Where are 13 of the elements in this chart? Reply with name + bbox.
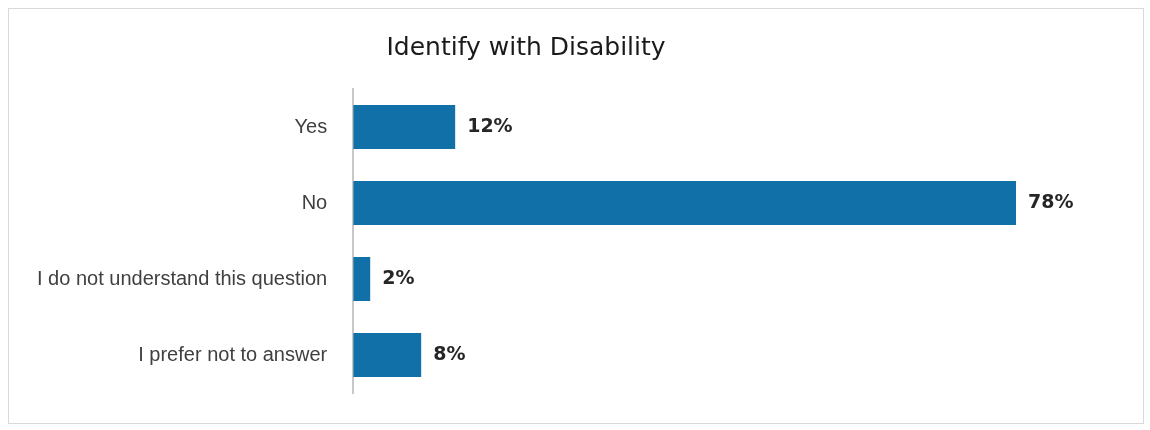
y-tick-label: No (301, 190, 328, 213)
bar (353, 180, 1017, 226)
data-label: 78% (1028, 189, 1074, 212)
data-label: 8% (433, 341, 466, 364)
y-tick-label: I do not understand this question (36, 266, 328, 289)
chart-title: Identify with Disability (386, 31, 666, 61)
y-tick-label: Yes (294, 114, 328, 137)
bar (353, 104, 456, 150)
bar (353, 332, 422, 378)
data-label: 12% (467, 113, 513, 136)
data-label: 2% (382, 265, 415, 288)
bar (353, 256, 371, 302)
y-tick-label: I prefer not to answer (138, 342, 328, 365)
